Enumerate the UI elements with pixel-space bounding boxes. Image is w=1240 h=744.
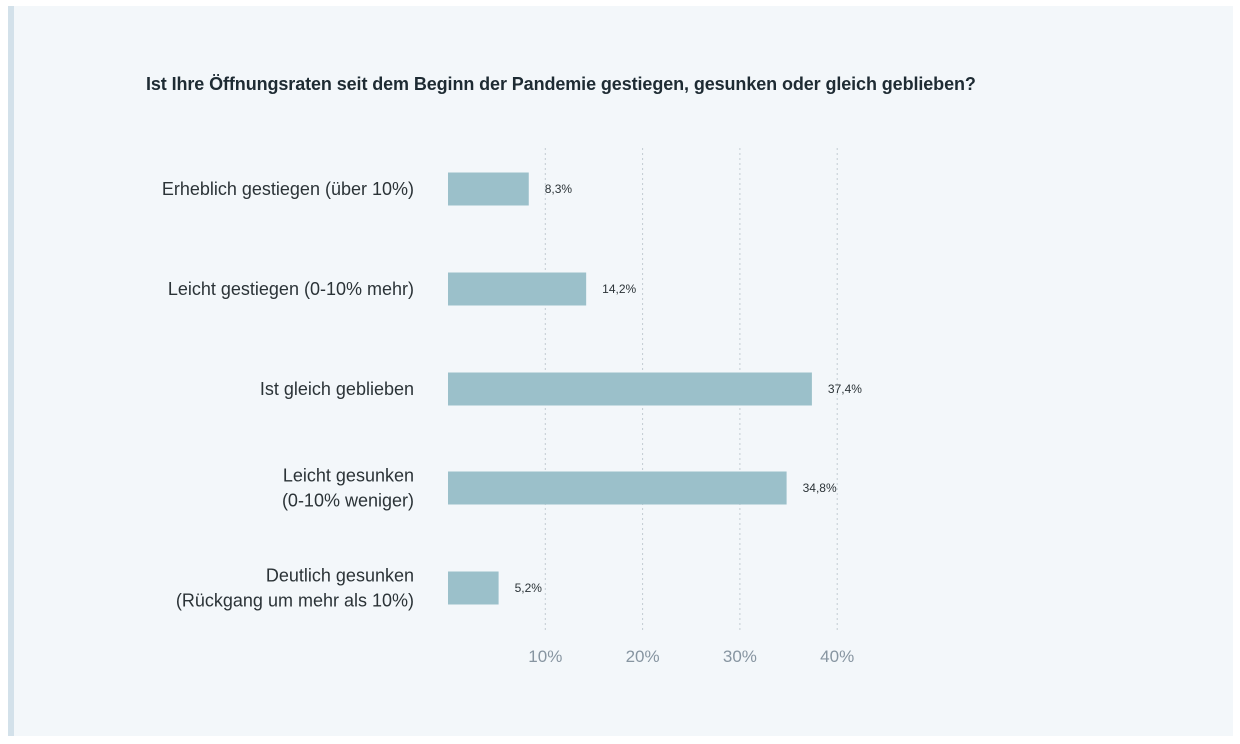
category-label: Leicht gestiegen (0-10% mehr) — [168, 279, 414, 299]
category-label: (Rückgang um mehr als 10%) — [176, 591, 414, 611]
bar — [448, 571, 499, 605]
bar — [448, 272, 587, 306]
value-label: 34,8% — [803, 481, 837, 495]
x-tick-label: 20% — [626, 647, 660, 666]
bars — [448, 172, 812, 605]
category-labels: Erheblich gestiegen (über 10%) Leicht ges… — [162, 179, 414, 611]
x-tick-label: 30% — [723, 647, 757, 666]
category-label: Leicht gesunken — [283, 466, 414, 486]
x-tick-label: 10% — [528, 647, 562, 666]
category-label: Erheblich gestiegen (über 10%) — [162, 179, 414, 199]
value-label: 5,2% — [515, 581, 543, 595]
value-label: 37,4% — [828, 382, 862, 396]
chart-card: Ist Ihre Öffnungsraten seit dem Beginn d… — [8, 6, 1233, 736]
category-label: (0-10% weniger) — [282, 491, 414, 511]
category-label: Ist gleich geblieben — [260, 379, 414, 399]
bar — [448, 172, 529, 206]
x-axis-ticks: 10% 20% 30% 40% — [528, 647, 854, 666]
chart-title: Ist Ihre Öffnungsraten seit dem Beginn d… — [146, 74, 976, 94]
bar — [448, 372, 812, 406]
value-labels: 8,3% 14,2% 37,4% 34,8% 5,2% — [515, 182, 863, 595]
x-tick-label: 40% — [820, 647, 854, 666]
category-label: Deutlich gesunken — [266, 566, 414, 586]
value-label: 14,2% — [602, 282, 636, 296]
value-label: 8,3% — [545, 182, 573, 196]
bar — [448, 471, 787, 505]
